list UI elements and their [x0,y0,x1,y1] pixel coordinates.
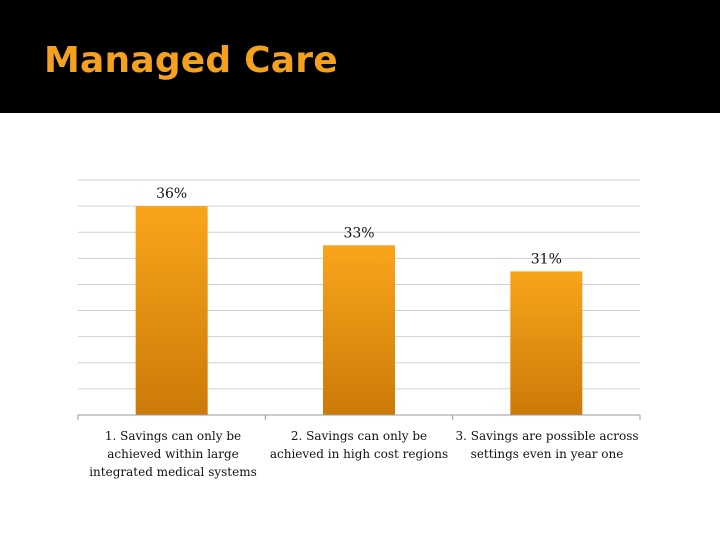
category-label-3: 3. Savings are possible across settings … [455,429,639,461]
data-label-3: 31% [531,251,562,267]
data-label-2: 33% [343,225,374,241]
slide-title: Managed Care [44,40,338,81]
title-bar [0,0,720,113]
bar-3 [510,271,583,415]
category-label-1: 1. Savings can only be achieved within l… [89,429,257,479]
category-label-2: 2. Savings can only be achieved in high … [269,429,449,461]
bar-1 [135,206,208,415]
data-label-1: 36% [156,186,187,202]
bar-chart: 36% 33% 31% [77,179,641,420]
bar-2 [323,245,395,415]
